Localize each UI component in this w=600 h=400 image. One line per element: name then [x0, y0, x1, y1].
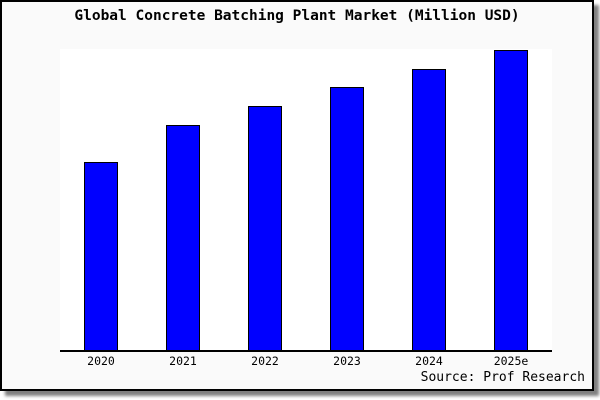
source-credit: Source: Prof Research: [420, 370, 585, 385]
bar-slot: [470, 49, 552, 350]
x-tick-label: 2021: [169, 354, 197, 368]
bar-2023: [330, 86, 364, 350]
bar-slot: [306, 49, 388, 350]
x-axis-labels: 2020 2021 2022 2023 2024 2025e: [60, 354, 552, 368]
bar-2020: [84, 161, 118, 350]
bar-2024: [412, 68, 446, 350]
bar-2022: [248, 106, 282, 350]
x-tick-label: 2024: [415, 354, 443, 368]
bar-slot: [388, 49, 470, 350]
bar-2025e: [494, 50, 528, 350]
bar-2021: [166, 125, 200, 350]
chart-frame: Global Concrete Batching Plant Market (M…: [0, 0, 594, 391]
bar-slot: [224, 49, 306, 350]
x-tick-label: 2023: [333, 354, 361, 368]
bar-slot: [142, 49, 224, 350]
x-tick-label: 2022: [251, 354, 279, 368]
x-tick-label: 2020: [87, 354, 115, 368]
plot-area: [60, 49, 552, 352]
bar-slot: [60, 49, 142, 350]
x-tick-label: 2025e: [493, 354, 529, 368]
chart-title: Global Concrete Batching Plant Market (M…: [74, 8, 520, 24]
